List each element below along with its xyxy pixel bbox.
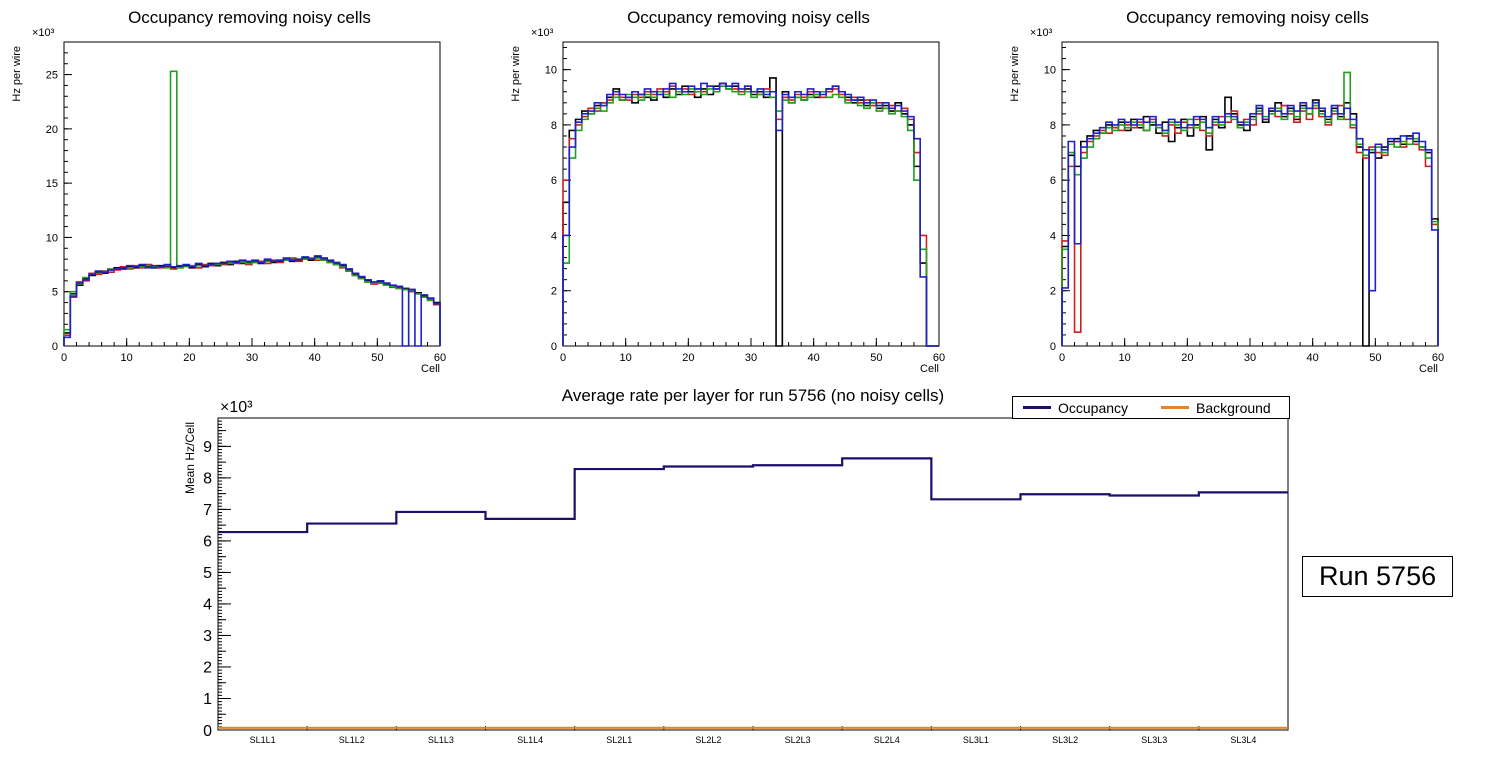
svg-text:0: 0 [203, 723, 212, 740]
svg-text:20: 20 [682, 352, 694, 364]
svg-text:SL3L1: SL3L1 [963, 735, 989, 745]
legend-entry-occupancy: Occupancy [1013, 400, 1151, 416]
svg-text:1: 1 [203, 691, 212, 708]
svg-text:Cell: Cell [920, 363, 939, 375]
run-label-box: Run 5756 [1302, 556, 1454, 597]
legend-label-background: Background [1196, 399, 1271, 416]
svg-text:8: 8 [551, 120, 557, 132]
svg-text:Mean Hz/Cell: Mean Hz/Cell [183, 422, 197, 494]
svg-text:2: 2 [1050, 286, 1056, 298]
svg-text:6: 6 [1050, 175, 1056, 187]
svg-text:40: 40 [808, 352, 820, 364]
svg-text:SL3L4: SL3L4 [1230, 735, 1256, 745]
svg-text:SL3L2: SL3L2 [1052, 735, 1078, 745]
svg-text:0: 0 [560, 352, 566, 364]
svg-text:50: 50 [371, 352, 383, 364]
svg-text:4: 4 [551, 230, 557, 242]
svg-text:×10³: ×10³ [220, 399, 253, 416]
chart-title-2: Occupancy removing noisy cells [627, 8, 870, 27]
svg-text:3: 3 [203, 628, 212, 645]
svg-text:25: 25 [46, 70, 58, 82]
svg-text:0: 0 [1050, 341, 1056, 353]
svg-text:20: 20 [183, 352, 195, 364]
chart-title-3: Occupancy removing noisy cells [1126, 8, 1369, 27]
svg-text:10: 10 [46, 232, 58, 244]
svg-text:2: 2 [551, 286, 557, 298]
svg-text:2: 2 [203, 660, 212, 677]
svg-text:5: 5 [203, 565, 212, 582]
svg-text:SL3L3: SL3L3 [1141, 735, 1167, 745]
svg-text:10: 10 [1044, 65, 1056, 77]
svg-text:SL1L2: SL1L2 [339, 735, 365, 745]
svg-text:10: 10 [1119, 352, 1131, 364]
svg-text:60: 60 [933, 352, 945, 364]
svg-text:Hz per wire: Hz per wire [510, 46, 522, 102]
svg-text:40: 40 [1307, 352, 1319, 364]
svg-text:4: 4 [1050, 230, 1056, 242]
chart-occupancy-1: Occupancy removing noisy cells 0 5 10 15 20 2… [0, 0, 499, 382]
svg-text:20: 20 [46, 124, 58, 136]
svg-text:50: 50 [870, 352, 882, 364]
svg-text:6: 6 [203, 534, 212, 551]
svg-text:0: 0 [1059, 352, 1065, 364]
svg-text:SL2L3: SL2L3 [785, 735, 811, 745]
svg-text:×10³: ×10³ [1030, 28, 1053, 39]
svg-text:60: 60 [1432, 352, 1444, 364]
svg-text:8: 8 [203, 471, 212, 488]
svg-text:4: 4 [203, 597, 212, 614]
average-rate-chart-title: Average rate per layer for run 5756 (no … [561, 386, 945, 405]
svg-text:5: 5 [52, 287, 58, 299]
svg-text:×10³: ×10³ [531, 28, 554, 39]
svg-text:SL2L2: SL2L2 [695, 735, 721, 745]
svg-text:20: 20 [1181, 352, 1193, 364]
svg-text:SL1L1: SL1L1 [250, 735, 276, 745]
svg-text:8: 8 [1050, 120, 1056, 132]
svg-text:30: 30 [745, 352, 757, 364]
svg-text:Hz per wire: Hz per wire [1009, 46, 1021, 102]
svg-text:0: 0 [61, 352, 67, 364]
svg-text:10: 10 [121, 352, 133, 364]
background-line-swatch [1161, 406, 1189, 409]
legend-entry-background: Background [1151, 400, 1289, 416]
svg-text:7: 7 [203, 502, 212, 519]
svg-text:15: 15 [46, 178, 58, 190]
legend: Occupancy Background [1012, 396, 1290, 419]
chart-occupancy-2: Occupancy removing noisy cells 0 2 4 6 8 10 0 1… [499, 0, 998, 382]
chart-occupancy-3: Occupancy removing noisy cells 0 2 4 6 8 10 0 1… [998, 0, 1496, 382]
svg-text:10: 10 [620, 352, 632, 364]
svg-text:SL2L1: SL2L1 [606, 735, 632, 745]
svg-text:Cell: Cell [1419, 363, 1438, 375]
svg-text:9: 9 [203, 439, 212, 456]
svg-text:40: 40 [309, 352, 321, 364]
svg-text:×10³: ×10³ [32, 28, 55, 39]
svg-text:0: 0 [52, 341, 58, 353]
chart-title-1: Occupancy removing noisy cells [128, 8, 371, 27]
legend-label-occupancy: Occupancy [1058, 399, 1129, 416]
occupancy-line-swatch [1023, 406, 1051, 409]
svg-text:SL2L4: SL2L4 [874, 735, 900, 745]
svg-text:30: 30 [246, 352, 258, 364]
svg-text:Hz per wire: Hz per wire [11, 46, 23, 102]
svg-text:60: 60 [434, 352, 446, 364]
svg-text:50: 50 [1369, 352, 1381, 364]
svg-text:30: 30 [1244, 352, 1256, 364]
svg-text:SL1L3: SL1L3 [428, 735, 454, 745]
svg-text:Cell: Cell [421, 363, 440, 375]
average-rate-svg: 0 1 2 3 4 5 6 7 8 9 SL1L1 SL1L2 SL1L3 SL1L4 SL2L1 SL2L2… [183, 399, 1289, 745]
svg-text:10: 10 [545, 65, 557, 77]
svg-text:0: 0 [551, 341, 557, 353]
svg-text:6: 6 [551, 175, 557, 187]
svg-text:SL1L4: SL1L4 [517, 735, 543, 745]
